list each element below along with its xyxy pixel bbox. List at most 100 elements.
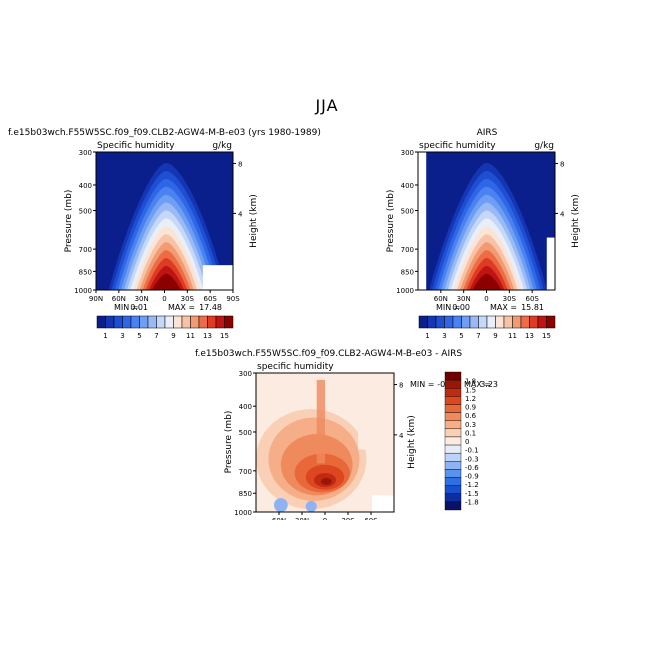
diff-colorbar-swatch — [444, 469, 462, 478]
obs-colorbar: 1 3 5 7 9 11 13 15 — [418, 315, 556, 340]
obs-ylabel: Pressure (mb) — [386, 190, 396, 253]
obs-y2label: Height (km) — [571, 194, 581, 248]
diff-colorbar-label: -0.6 — [465, 464, 479, 472]
obs-colorbar-swatch — [546, 315, 556, 329]
panel-obs-header: AIRS — [477, 128, 498, 138]
obs-y-tick-label: 300 — [401, 149, 414, 157]
model-y-tick-label: 850 — [79, 268, 92, 276]
diff-y2-tick-label: 4 — [399, 432, 404, 440]
model-y-tick-label: 500 — [79, 208, 92, 216]
obs-y2-tick-label: 8 — [560, 160, 564, 168]
panel-obs: AIRS specific humidity g/kg 300400500700… — [386, 128, 581, 340]
diff-colorbar-swatch — [444, 428, 462, 438]
model-colorbar-swatch — [96, 315, 106, 329]
diff-y-ticks: 300 400 500 700 850 1000 — [234, 370, 256, 517]
diff-colorbar-swatch — [444, 379, 462, 389]
obs-min-value: 0.00 — [452, 303, 470, 312]
diff-y-tick-label: 700 — [239, 468, 252, 476]
diff-y-tick-label: 400 — [239, 403, 252, 411]
obs-x-tick-label: 60S — [525, 295, 539, 303]
diff-colorbar-label: -1.5 — [465, 490, 479, 498]
model-colorbar-label: 5 — [137, 332, 141, 340]
diff-colorbar-swatch — [444, 452, 462, 462]
model-contour-band — [151, 273, 181, 290]
model-colorbar-swatch — [207, 315, 217, 329]
diff-colorbar-label: 1.5 — [465, 386, 476, 394]
obs-colorbar-swatch — [461, 315, 471, 329]
diff-colorbar-label: 1.8 — [465, 378, 476, 386]
model-x-tick-label: 60S — [203, 295, 217, 303]
model-colorbar-swatch — [156, 315, 166, 329]
diff-contour-band — [320, 477, 332, 485]
obs-colorbar-swatch — [520, 315, 530, 329]
diff-missing-region — [371, 495, 394, 512]
diff-y2-tick-label: 8 — [399, 382, 403, 390]
model-colorbar-swatch — [139, 315, 149, 329]
panel-obs-left-label: specific humidity — [419, 141, 496, 151]
diff-colorbar-swatch — [444, 461, 462, 470]
obs-colorbar-swatch — [529, 315, 539, 329]
obs-colorbar-swatch — [418, 315, 428, 329]
obs-colorbar-swatch — [427, 315, 437, 329]
model-max-value: 17.48 — [199, 303, 222, 312]
panel-obs-units: g/kg — [534, 141, 554, 151]
diff-colorbar-label: 0 — [465, 438, 469, 446]
panel-model-units: g/kg — [212, 141, 232, 151]
model-colorbar-swatch — [122, 315, 132, 329]
diff-contour-band — [305, 500, 317, 512]
panel-diff-left-label: specific humidity — [257, 362, 334, 372]
diff-colorbar-swatch — [444, 477, 462, 486]
obs-x-tick-label: 0 — [484, 295, 488, 303]
obs-x-tick-label: 30N — [457, 295, 471, 303]
model-y-ticks: 300 400 500 700 850 1000 — [74, 149, 96, 295]
model-y-tick-label: 300 — [79, 149, 92, 157]
obs-colorbar-swatch — [435, 315, 445, 329]
obs-colorbar-swatch — [503, 315, 513, 329]
obs-y-tick-label: 700 — [401, 246, 414, 254]
obs-colorbar-swatch — [444, 315, 454, 329]
model-colorbar-label: 3 — [120, 332, 124, 340]
model-x-ticks: 90N 60N 30N 0 30S 60S 90S — [89, 290, 240, 303]
obs-colorbar-swatch — [469, 315, 479, 329]
obs-y2-ticks: 84 — [555, 160, 565, 218]
obs-colorbar-label: 11 — [508, 332, 517, 340]
diff-colorbar-label: -1.8 — [465, 498, 479, 506]
obs-x-tick-label: 60N — [434, 295, 448, 303]
obs-colorbar-swatch — [452, 315, 462, 329]
model-y-tick-label: 1000 — [74, 287, 92, 295]
model-x-tick-label: 90N — [89, 295, 103, 303]
diff-ylabel: Pressure (mb) — [224, 411, 234, 474]
panel-model: f.e15b03wch.F55W5SC.f09_f09.CLB2-AGW4-M-… — [8, 128, 321, 340]
diff-y2-ticks: 84 — [394, 382, 404, 440]
model-colorbar-label: 1 — [103, 332, 107, 340]
diff-x-tick-label: 30S — [341, 517, 355, 520]
obs-colorbar-label: 9 — [493, 332, 497, 340]
obs-missing-region — [418, 152, 427, 290]
diff-colorbar-swatch — [444, 420, 462, 430]
model-y2-tick-label: 8 — [238, 160, 242, 168]
obs-x-ticks: 60N 30N 0 30S 60S — [434, 290, 539, 303]
diff-colorbar-label: 1.2 — [465, 395, 476, 403]
model-y2label: Height (km) — [249, 194, 259, 248]
diff-colorbar-label: -0.1 — [465, 447, 479, 455]
diff-colorbar-swatch — [444, 444, 462, 454]
diff-y-tick-label: 1000 — [234, 509, 252, 517]
diff-colorbar-label: 0.9 — [465, 404, 476, 412]
obs-colorbar-swatch — [486, 315, 496, 329]
diff-colorbar-swatch — [444, 404, 462, 413]
obs-colorbar-label: 5 — [459, 332, 463, 340]
model-colorbar: 1 3 5 7 9 11 13 15 — [96, 315, 234, 340]
diff-y-tick-label: 300 — [239, 370, 252, 378]
model-min-value: 0.01 — [130, 303, 148, 312]
diff-max-value: 3.23 — [480, 380, 498, 389]
model-colorbar-swatch — [215, 315, 225, 329]
obs-colorbar-label: 3 — [442, 332, 446, 340]
diff-contour-band — [316, 379, 325, 464]
model-colorbar-swatch — [190, 315, 200, 329]
model-colorbar-label: 11 — [186, 332, 195, 340]
model-colorbar-label: 13 — [203, 332, 212, 340]
diff-y-tick-label: 500 — [239, 429, 252, 437]
model-colorbar-swatch — [224, 315, 234, 329]
model-colorbar-label: 9 — [171, 332, 175, 340]
obs-y-tick-label: 1000 — [396, 287, 414, 295]
